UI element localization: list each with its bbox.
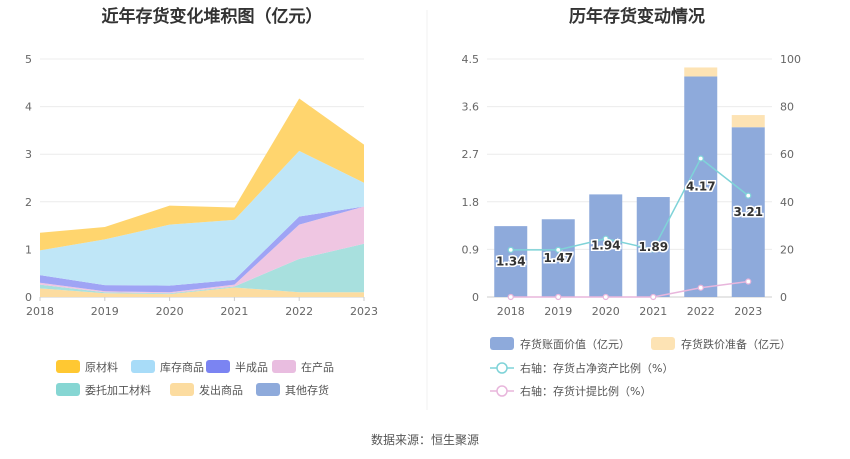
bar-0-2023 xyxy=(731,127,765,297)
bar-1-2022 xyxy=(684,67,718,77)
left-x-tick-label: 2020 xyxy=(156,305,184,318)
left-y-tick-label: 0 xyxy=(25,291,32,304)
line-point-0-2021 xyxy=(650,246,657,253)
right-legend-marker xyxy=(496,385,508,397)
left-x-tick-label: 2022 xyxy=(285,305,313,318)
line-point-0-2019 xyxy=(555,246,562,253)
left-legend-swatch xyxy=(131,360,155,373)
right-y-left-tick-label: 4.5 xyxy=(462,53,480,66)
left-legend-label: 在产品 xyxy=(301,360,334,374)
left-legend-label: 库存商品 xyxy=(160,360,204,374)
line-point-1-2022 xyxy=(697,284,704,291)
right-y-right-tick-label: 60 xyxy=(780,148,794,161)
left-legend-label: 委托加工材料 xyxy=(85,383,151,397)
left-legend-swatch xyxy=(170,383,194,396)
bar-0-2018 xyxy=(494,226,528,297)
right-legend-swatch xyxy=(490,337,514,350)
right-y-left-tick-label: 0.9 xyxy=(462,243,480,256)
left-legend-label: 发出商品 xyxy=(199,383,243,397)
line-point-1-2019 xyxy=(555,293,562,301)
right-chart-title: 历年存货变动情况 xyxy=(569,6,705,27)
left-stacked-area-chart: 0 1 2 3 4 5 2018 2019 2020 2021 2022 2023 xyxy=(25,53,378,318)
right-legend-marker xyxy=(496,362,508,374)
left-legend-swatch xyxy=(56,383,80,396)
right-x-tick-label: 2022 xyxy=(687,305,715,318)
right-x-tick-label: 2018 xyxy=(497,305,525,318)
area-series-1 xyxy=(40,287,364,297)
line-point-0-2022 xyxy=(697,155,704,162)
bar-data-label: 1.94 xyxy=(591,239,621,253)
line-point-1-2023 xyxy=(745,278,752,285)
left-x-tick-label: 2023 xyxy=(350,305,378,318)
left-legend-label: 其他存货 xyxy=(285,383,329,397)
right-y-left-tick-label: 0 xyxy=(472,291,479,304)
left-legend-swatch xyxy=(256,383,280,396)
right-y-right-tick-label: 40 xyxy=(780,196,794,209)
left-legend-swatch xyxy=(56,360,80,373)
right-legend-label: 右轴：存货计提比例（%） xyxy=(520,384,651,398)
line-series-0 xyxy=(510,157,749,251)
right-y-right-tick-label: 0 xyxy=(780,291,787,304)
right-legend-label: 右轴：存货占净资产比例（%） xyxy=(520,361,673,375)
line-point-1-2021 xyxy=(650,293,657,301)
bar-0-2020 xyxy=(589,194,623,297)
right-x-tick-label: 2023 xyxy=(734,305,762,318)
bar-data-label: 1.47 xyxy=(543,251,573,265)
area-series-6 xyxy=(40,98,364,251)
left-y-tick-label: 3 xyxy=(25,148,32,161)
left-y-tick-label: 2 xyxy=(25,196,32,209)
left-legend-label: 原材料 xyxy=(85,360,118,374)
area-series-2 xyxy=(40,243,364,295)
bar-data-label: 4.17 xyxy=(686,180,716,194)
left-legend-label: 半成品 xyxy=(235,360,268,374)
left-y-tick-label: 1 xyxy=(25,243,32,256)
right-bar-line-chart: 0 0.9 1.8 2.7 3.6 4.5 0 20 40 60 80 100 2018 2019 2020… xyxy=(462,53,802,318)
area-series-4 xyxy=(40,206,364,293)
right-legend: 存货账面价值（亿元） 存货跌价准备（亿元） 右轴：存货占净资产比例（%） 右轴：存货计… xyxy=(490,337,791,398)
left-legend-swatch xyxy=(206,360,230,373)
line-series-1 xyxy=(510,280,749,298)
right-x-tick-label: 2020 xyxy=(592,305,620,318)
left-x-tick-label: 2018 xyxy=(26,305,54,318)
bar-0-2019 xyxy=(541,219,575,297)
right-x-tick-label: 2021 xyxy=(639,305,667,318)
line-point-0-2020 xyxy=(602,235,609,242)
bar-data-label: 1.89 xyxy=(638,240,668,254)
bar-data-label: 1.34 xyxy=(496,255,526,269)
line-point-0-2018 xyxy=(507,246,514,253)
area-series-5 xyxy=(40,150,364,286)
bar-data-label: 3.21 xyxy=(733,205,763,219)
bar-0-2022 xyxy=(684,76,718,297)
left-chart-title: 近年存货变化堆积图（亿元） xyxy=(102,6,323,27)
right-x-tick-label: 2019 xyxy=(544,305,572,318)
right-y-left-tick-label: 3.6 xyxy=(462,101,480,114)
right-y-left-tick-label: 1.8 xyxy=(462,196,480,209)
left-y-tick-label: 5 xyxy=(25,53,32,66)
right-legend-swatch xyxy=(651,337,675,350)
left-y-tick-label: 4 xyxy=(25,101,32,114)
line-point-0-2023 xyxy=(745,192,752,199)
right-y-right-tick-label: 100 xyxy=(780,53,801,66)
bar-1-2023 xyxy=(731,115,765,128)
right-legend-label: 存货账面价值（亿元） xyxy=(520,337,630,351)
left-x-tick-label: 2021 xyxy=(220,305,248,318)
left-x-tick-label: 2019 xyxy=(91,305,119,318)
area-series-3 xyxy=(40,206,364,294)
line-point-1-2020 xyxy=(602,293,609,301)
line-point-1-2018 xyxy=(507,293,514,301)
right-y-right-tick-label: 20 xyxy=(780,243,794,256)
right-y-right-tick-label: 80 xyxy=(780,101,794,114)
right-y-left-tick-label: 2.7 xyxy=(462,148,480,161)
right-legend-label: 存货跌价准备（亿元） xyxy=(681,337,791,351)
left-legend-swatch xyxy=(272,360,296,373)
source-label: 数据来源：恒生聚源 xyxy=(371,432,479,447)
